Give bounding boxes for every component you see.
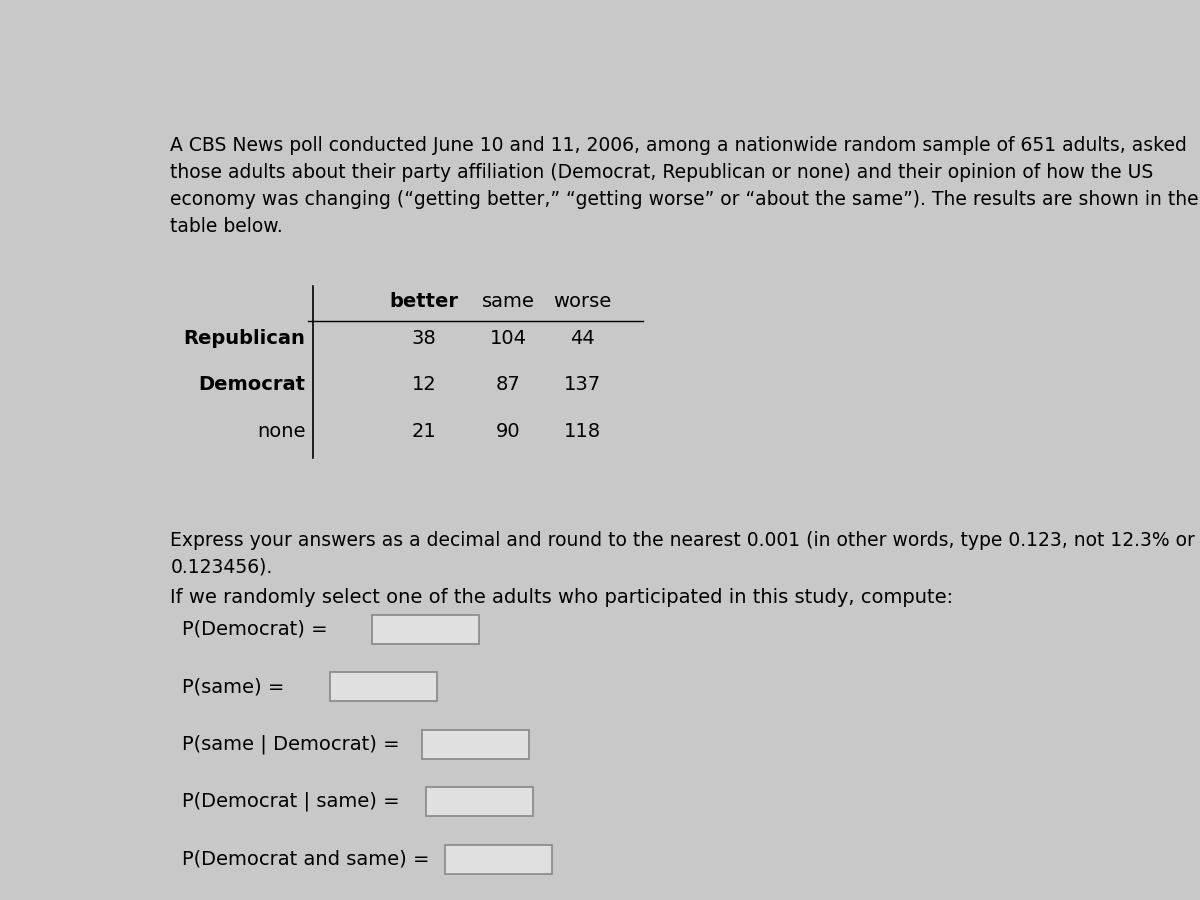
Text: Democrat: Democrat (198, 375, 305, 394)
FancyBboxPatch shape (421, 730, 528, 759)
FancyBboxPatch shape (426, 788, 533, 816)
Text: 118: 118 (564, 422, 601, 441)
Text: P(Democrat | same) =: P(Democrat | same) = (181, 792, 400, 812)
Text: P(same | Democrat) =: P(same | Democrat) = (181, 734, 400, 754)
Text: P(Democrat and same) =: P(Democrat and same) = (181, 850, 430, 868)
FancyBboxPatch shape (372, 615, 479, 644)
Text: 44: 44 (570, 329, 595, 348)
FancyBboxPatch shape (445, 845, 552, 874)
Text: If we randomly select one of the adults who participated in this study, compute:: If we randomly select one of the adults … (170, 588, 954, 607)
Text: 104: 104 (490, 329, 527, 348)
Text: P(Democrat) =: P(Democrat) = (181, 619, 328, 639)
Text: Republican: Republican (184, 329, 305, 348)
Text: worse: worse (553, 292, 612, 310)
Text: none: none (257, 422, 305, 441)
Text: P(same) =: P(same) = (181, 677, 284, 697)
Text: 137: 137 (564, 375, 601, 394)
Text: Express your answers as a decimal and round to the nearest 0.001 (in other words: Express your answers as a decimal and ro… (170, 531, 1195, 577)
Text: 12: 12 (412, 375, 437, 394)
Text: A CBS News poll conducted June 10 and 11, 2006, among a nationwide random sample: A CBS News poll conducted June 10 and 11… (170, 136, 1199, 237)
Text: 38: 38 (412, 329, 437, 348)
Text: 90: 90 (496, 422, 521, 441)
Text: same: same (481, 292, 534, 310)
Text: 21: 21 (412, 422, 437, 441)
FancyBboxPatch shape (330, 672, 437, 701)
Text: 87: 87 (496, 375, 521, 394)
Text: better: better (390, 292, 458, 310)
